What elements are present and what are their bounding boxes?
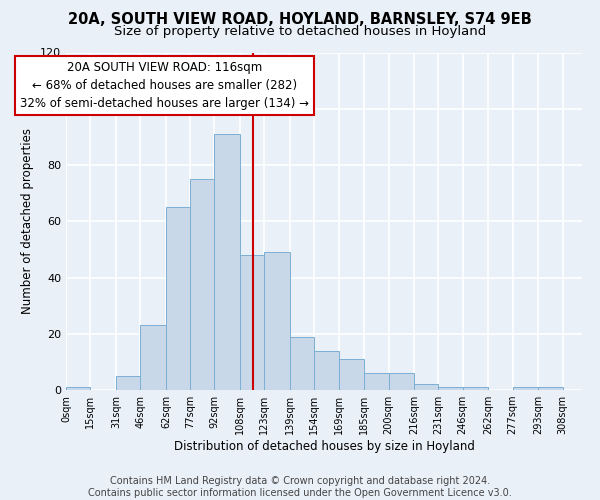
Bar (415, 384, 439, 390)
Text: Contains HM Land Registry data © Crown copyright and database right 2024.
Contai: Contains HM Land Registry data © Crown c… (88, 476, 512, 498)
X-axis label: Distribution of detached houses by size in Hoyland: Distribution of detached houses by size … (173, 440, 475, 453)
Bar (512, 387, 538, 390)
Bar (364, 373, 389, 390)
Bar (66, 387, 90, 390)
Bar (140, 326, 166, 390)
Bar (439, 387, 463, 390)
Text: 20A SOUTH VIEW ROAD: 116sqm
← 68% of detached houses are smaller (282)
32% of se: 20A SOUTH VIEW ROAD: 116sqm ← 68% of det… (20, 61, 309, 110)
Text: Size of property relative to detached houses in Hoyland: Size of property relative to detached ho… (114, 25, 486, 38)
Bar (214, 134, 240, 390)
Bar (389, 373, 415, 390)
Bar (290, 336, 314, 390)
Bar (166, 207, 190, 390)
Bar (314, 350, 338, 390)
Text: 20A, SOUTH VIEW ROAD, HOYLAND, BARNSLEY, S74 9EB: 20A, SOUTH VIEW ROAD, HOYLAND, BARNSLEY,… (68, 12, 532, 28)
Bar (116, 376, 140, 390)
Bar (538, 387, 563, 390)
Bar (265, 252, 290, 390)
Bar (463, 387, 488, 390)
Bar (338, 359, 364, 390)
Y-axis label: Number of detached properties: Number of detached properties (22, 128, 34, 314)
Bar (190, 179, 214, 390)
Bar (240, 255, 265, 390)
